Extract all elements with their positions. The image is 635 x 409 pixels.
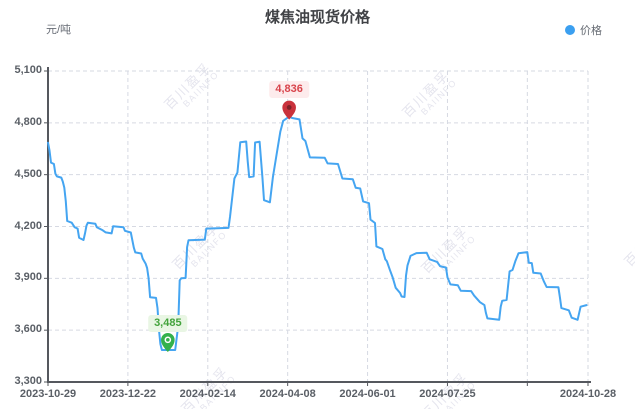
x-axis-label: 2023-10-29 [19, 388, 77, 400]
y-axis-label: 4,800 [14, 115, 42, 128]
x-axis-label: 2024-02-14 [179, 388, 236, 400]
legend-series-dot-icon [565, 25, 575, 35]
y-axis-label: 5,100 [14, 64, 42, 76]
legend-series-label: 价格 [580, 25, 602, 37]
y-axis-label: 3,900 [14, 271, 42, 284]
y-axis-label: 3,600 [14, 323, 42, 336]
axis-lines [47, 67, 591, 383]
min-value-pin-icon [161, 333, 175, 353]
y-axis-label: 4,200 [14, 219, 42, 232]
chart-title: 煤焦油现货价格 [264, 9, 370, 26]
x-axis-label: 2024-07-25 [419, 388, 476, 400]
price-line-series[interactable] [47, 115, 588, 351]
y-axis-label: 3,300 [14, 375, 42, 387]
max-value-badge: 4,836 [269, 80, 309, 98]
x-axis-label: 2024-04-08 [259, 388, 316, 400]
legend-item-price[interactable]: 价格 [565, 22, 602, 38]
x-axis-label: 2024-10-28 [559, 388, 617, 400]
x-axis-label: 2024-06-01 [339, 388, 396, 400]
min-value-badge: 3,485 [148, 315, 188, 333]
x-axis-label: 2023-12-22 [99, 388, 157, 400]
y-axis-unit-label: 元/吨 [46, 24, 72, 36]
y-axis-label: 4,500 [14, 167, 42, 180]
max-value-pin-icon [282, 100, 296, 120]
